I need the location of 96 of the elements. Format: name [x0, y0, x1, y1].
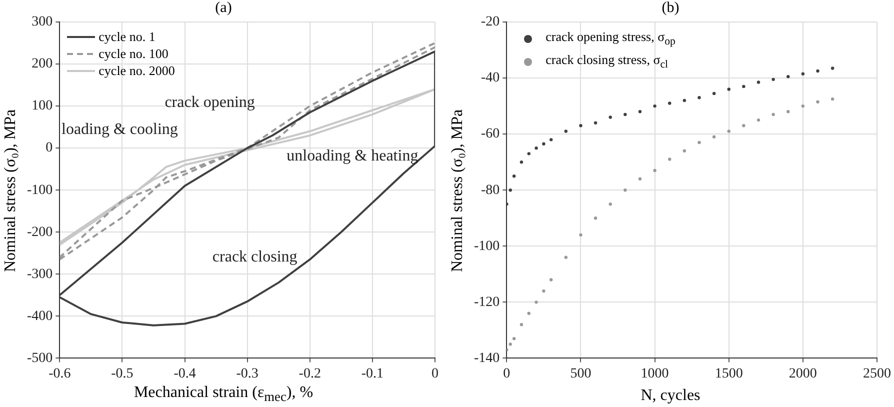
point [801, 72, 805, 76]
y-tick-label: -400 [26, 308, 53, 324]
y-axis-title: Nominal stress (σ₀), MPa [2, 108, 20, 272]
y-tick-label: 300 [32, 14, 53, 30]
point [564, 130, 568, 133]
y-tick-label: 0 [46, 140, 53, 156]
legend-label: cycle no. 100 [98, 45, 168, 62]
point [698, 96, 701, 100]
point [772, 78, 775, 82]
point [638, 110, 642, 114]
point [830, 97, 834, 101]
point [550, 138, 553, 142]
point [512, 174, 516, 178]
point [594, 216, 598, 220]
point [756, 118, 760, 122]
point [698, 140, 701, 144]
x-tick-label: 1000 [640, 366, 669, 382]
y-tick-label: -100 [26, 182, 53, 198]
point [756, 80, 760, 84]
point [712, 92, 716, 96]
point [508, 342, 512, 346]
x-axis-title: Mechanical strain (ε$_{mec}$), % [132, 384, 314, 405]
point [579, 124, 582, 128]
y-tick-label: -40 [480, 70, 500, 86]
y-tick-label: -100 [474, 238, 500, 254]
x-tick-label: 500 [570, 366, 592, 382]
point [727, 130, 730, 133]
point [742, 124, 746, 128]
point [534, 300, 538, 304]
x-tick-label: -0.4 [174, 366, 196, 382]
point [512, 336, 516, 340]
x-axis-title: N, cycles [640, 387, 702, 405]
point [742, 84, 746, 88]
point [624, 112, 627, 116]
annotation: unloading & heating [286, 148, 418, 165]
x-tick-label: 1500 [714, 366, 743, 382]
y-tick-label: -300 [26, 266, 53, 282]
point [579, 233, 582, 237]
annotation: crack closing [212, 248, 298, 266]
y-tick-label: -60 [480, 126, 500, 142]
y-axis-title: Nominal stress (σ₀), MPa [449, 108, 467, 272]
x-tick-label: -0.6 [48, 366, 71, 382]
point [624, 188, 627, 192]
legend-label: crack closing stress, σ$_{cl}$ [546, 50, 668, 72]
point [653, 168, 656, 172]
x-tick-label: 2500 [863, 366, 891, 382]
point [786, 110, 790, 114]
point [816, 69, 820, 73]
point [534, 146, 538, 150]
point [668, 158, 672, 161]
point [727, 88, 730, 91]
point [712, 135, 716, 138]
point [830, 66, 834, 70]
x-tick-label: -0.2 [298, 366, 321, 382]
point [527, 312, 530, 315]
point [608, 202, 612, 206]
point [682, 98, 686, 102]
legend-label: cycle no. 1 [98, 28, 156, 45]
point [786, 75, 790, 78]
point [772, 112, 775, 116]
y-tick-label: -120 [474, 294, 500, 310]
x-tick-label: -0.3 [236, 366, 258, 382]
y-tick-label: -200 [26, 224, 53, 240]
point [638, 177, 642, 180]
y-tick-label: -140 [474, 350, 500, 366]
point [520, 322, 524, 326]
point [594, 121, 598, 124]
point [508, 188, 512, 192]
annotation: crack opening [164, 94, 255, 111]
x-tick-label: 0 [503, 366, 510, 382]
x-tick-label: -0.1 [361, 366, 384, 382]
point [608, 116, 612, 119]
y-tick-label: -80 [480, 182, 500, 198]
legend-label: crack opening stress, σ$_{op}$ [546, 28, 676, 50]
point [542, 289, 546, 293]
point [550, 278, 553, 282]
legend-label: cycle no. 2000 [98, 62, 175, 79]
point [801, 104, 805, 108]
x-tick-label: 2000 [788, 366, 817, 382]
point [564, 256, 568, 259]
x-tick-label: -0.5 [111, 366, 134, 382]
chart-title: (a) [215, 0, 232, 16]
chart-title: (b) [662, 0, 680, 16]
y-tick-label: 100 [32, 98, 53, 114]
point [668, 102, 672, 105]
y-tick-label: -500 [26, 350, 53, 366]
point [520, 160, 524, 164]
point [542, 142, 546, 146]
y-tick-label: -20 [480, 14, 500, 30]
point [816, 100, 820, 104]
point [682, 149, 686, 152]
point [527, 152, 530, 156]
point [653, 104, 656, 108]
x-tick-label: 0 [432, 366, 438, 382]
y-tick-label: 200 [32, 56, 53, 72]
annotation: loading & cooling [61, 120, 178, 138]
